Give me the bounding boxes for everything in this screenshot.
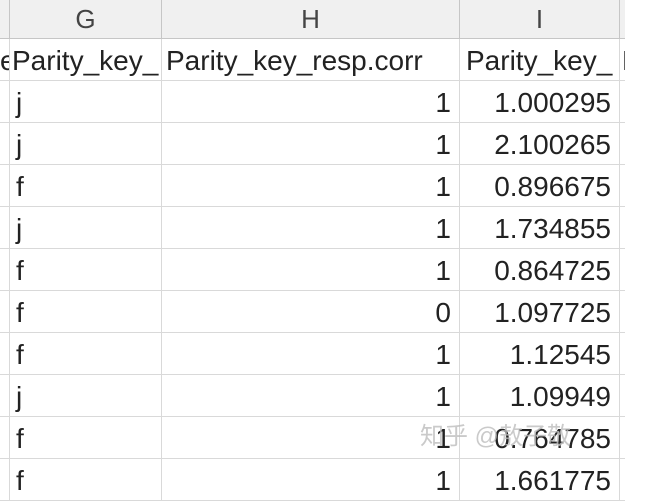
cell-h[interactable]: 1 <box>162 249 460 290</box>
table-row: j 1 1.734855 <box>0 207 625 249</box>
cell-i[interactable]: 0.896675 <box>460 165 620 206</box>
table-row: f 1 0.896675 <box>0 165 625 207</box>
cell-g[interactable]: f <box>10 249 162 290</box>
cell-header-h[interactable]: Parity_key_resp.corr <box>162 39 460 80</box>
table-row: f 1 1.12545 <box>0 333 625 375</box>
cell-f[interactable] <box>0 81 10 122</box>
cell-g[interactable]: j <box>10 123 162 164</box>
cell-h[interactable]: 1 <box>162 81 460 122</box>
cell-i[interactable]: 1.661775 <box>460 459 620 500</box>
cell-g[interactable]: f <box>10 459 162 500</box>
column-header-i[interactable]: I <box>460 0 620 38</box>
cell-i[interactable]: 1.097725 <box>460 291 620 332</box>
cell-f[interactable] <box>0 291 10 332</box>
cell-header-j[interactable]: F <box>620 39 625 80</box>
cell-f[interactable] <box>0 417 10 458</box>
table-row: f 1 0.864725 <box>0 249 625 291</box>
cell-h[interactable]: 1 <box>162 459 460 500</box>
table-row: f 1 1.661775 <box>0 459 625 501</box>
cell-h[interactable]: 1 <box>162 333 460 374</box>
cell-h[interactable]: 1 <box>162 123 460 164</box>
header-row: e Parity_key_ Parity_key_resp.corr Parit… <box>0 39 625 81</box>
cell-g[interactable]: j <box>10 375 162 416</box>
cell-i[interactable]: 0.764785 <box>460 417 620 458</box>
table-row: f 0 1.097725 <box>0 291 625 333</box>
cell-f[interactable] <box>0 207 10 248</box>
spreadsheet-grid: G H I e Parity_key_ Parity_key_resp.corr… <box>0 0 625 501</box>
right-margin <box>625 0 655 504</box>
table-row: j 1 1.09949 <box>0 375 625 417</box>
cell-h[interactable]: 1 <box>162 165 460 206</box>
cell-g[interactable]: f <box>10 165 162 206</box>
cell-f[interactable] <box>0 375 10 416</box>
cell-header-f[interactable]: e <box>0 39 10 80</box>
cell-f[interactable] <box>0 165 10 206</box>
column-header-bar: G H I <box>0 0 625 39</box>
cell-i[interactable]: 2.100265 <box>460 123 620 164</box>
column-header-g[interactable]: G <box>10 0 162 38</box>
cell-g[interactable]: f <box>10 291 162 332</box>
cell-i[interactable]: 1.734855 <box>460 207 620 248</box>
cell-f[interactable] <box>0 459 10 500</box>
table-row: j 1 2.100265 <box>0 123 625 165</box>
column-header-h[interactable]: H <box>162 0 460 38</box>
table-row: f 1 0.764785 <box>0 417 625 459</box>
cell-i[interactable]: 1.09949 <box>460 375 620 416</box>
cell-h[interactable]: 1 <box>162 375 460 416</box>
cell-i[interactable]: 0.864725 <box>460 249 620 290</box>
cell-i[interactable]: 1.12545 <box>460 333 620 374</box>
cell-g[interactable]: f <box>10 417 162 458</box>
cell-header-i[interactable]: Parity_key_ <box>460 39 620 80</box>
cell-h[interactable]: 0 <box>162 291 460 332</box>
cell-g[interactable]: j <box>10 81 162 122</box>
column-header-f[interactable] <box>0 0 10 38</box>
cell-f[interactable] <box>0 249 10 290</box>
cell-f[interactable] <box>0 333 10 374</box>
cell-h[interactable]: 1 <box>162 207 460 248</box>
table-row: j 1 1.000295 <box>0 81 625 123</box>
cell-g[interactable]: j <box>10 207 162 248</box>
cell-h[interactable]: 1 <box>162 417 460 458</box>
cell-i[interactable]: 1.000295 <box>460 81 620 122</box>
cell-header-g[interactable]: Parity_key_ <box>10 39 162 80</box>
cell-g[interactable]: f <box>10 333 162 374</box>
cell-f[interactable] <box>0 123 10 164</box>
